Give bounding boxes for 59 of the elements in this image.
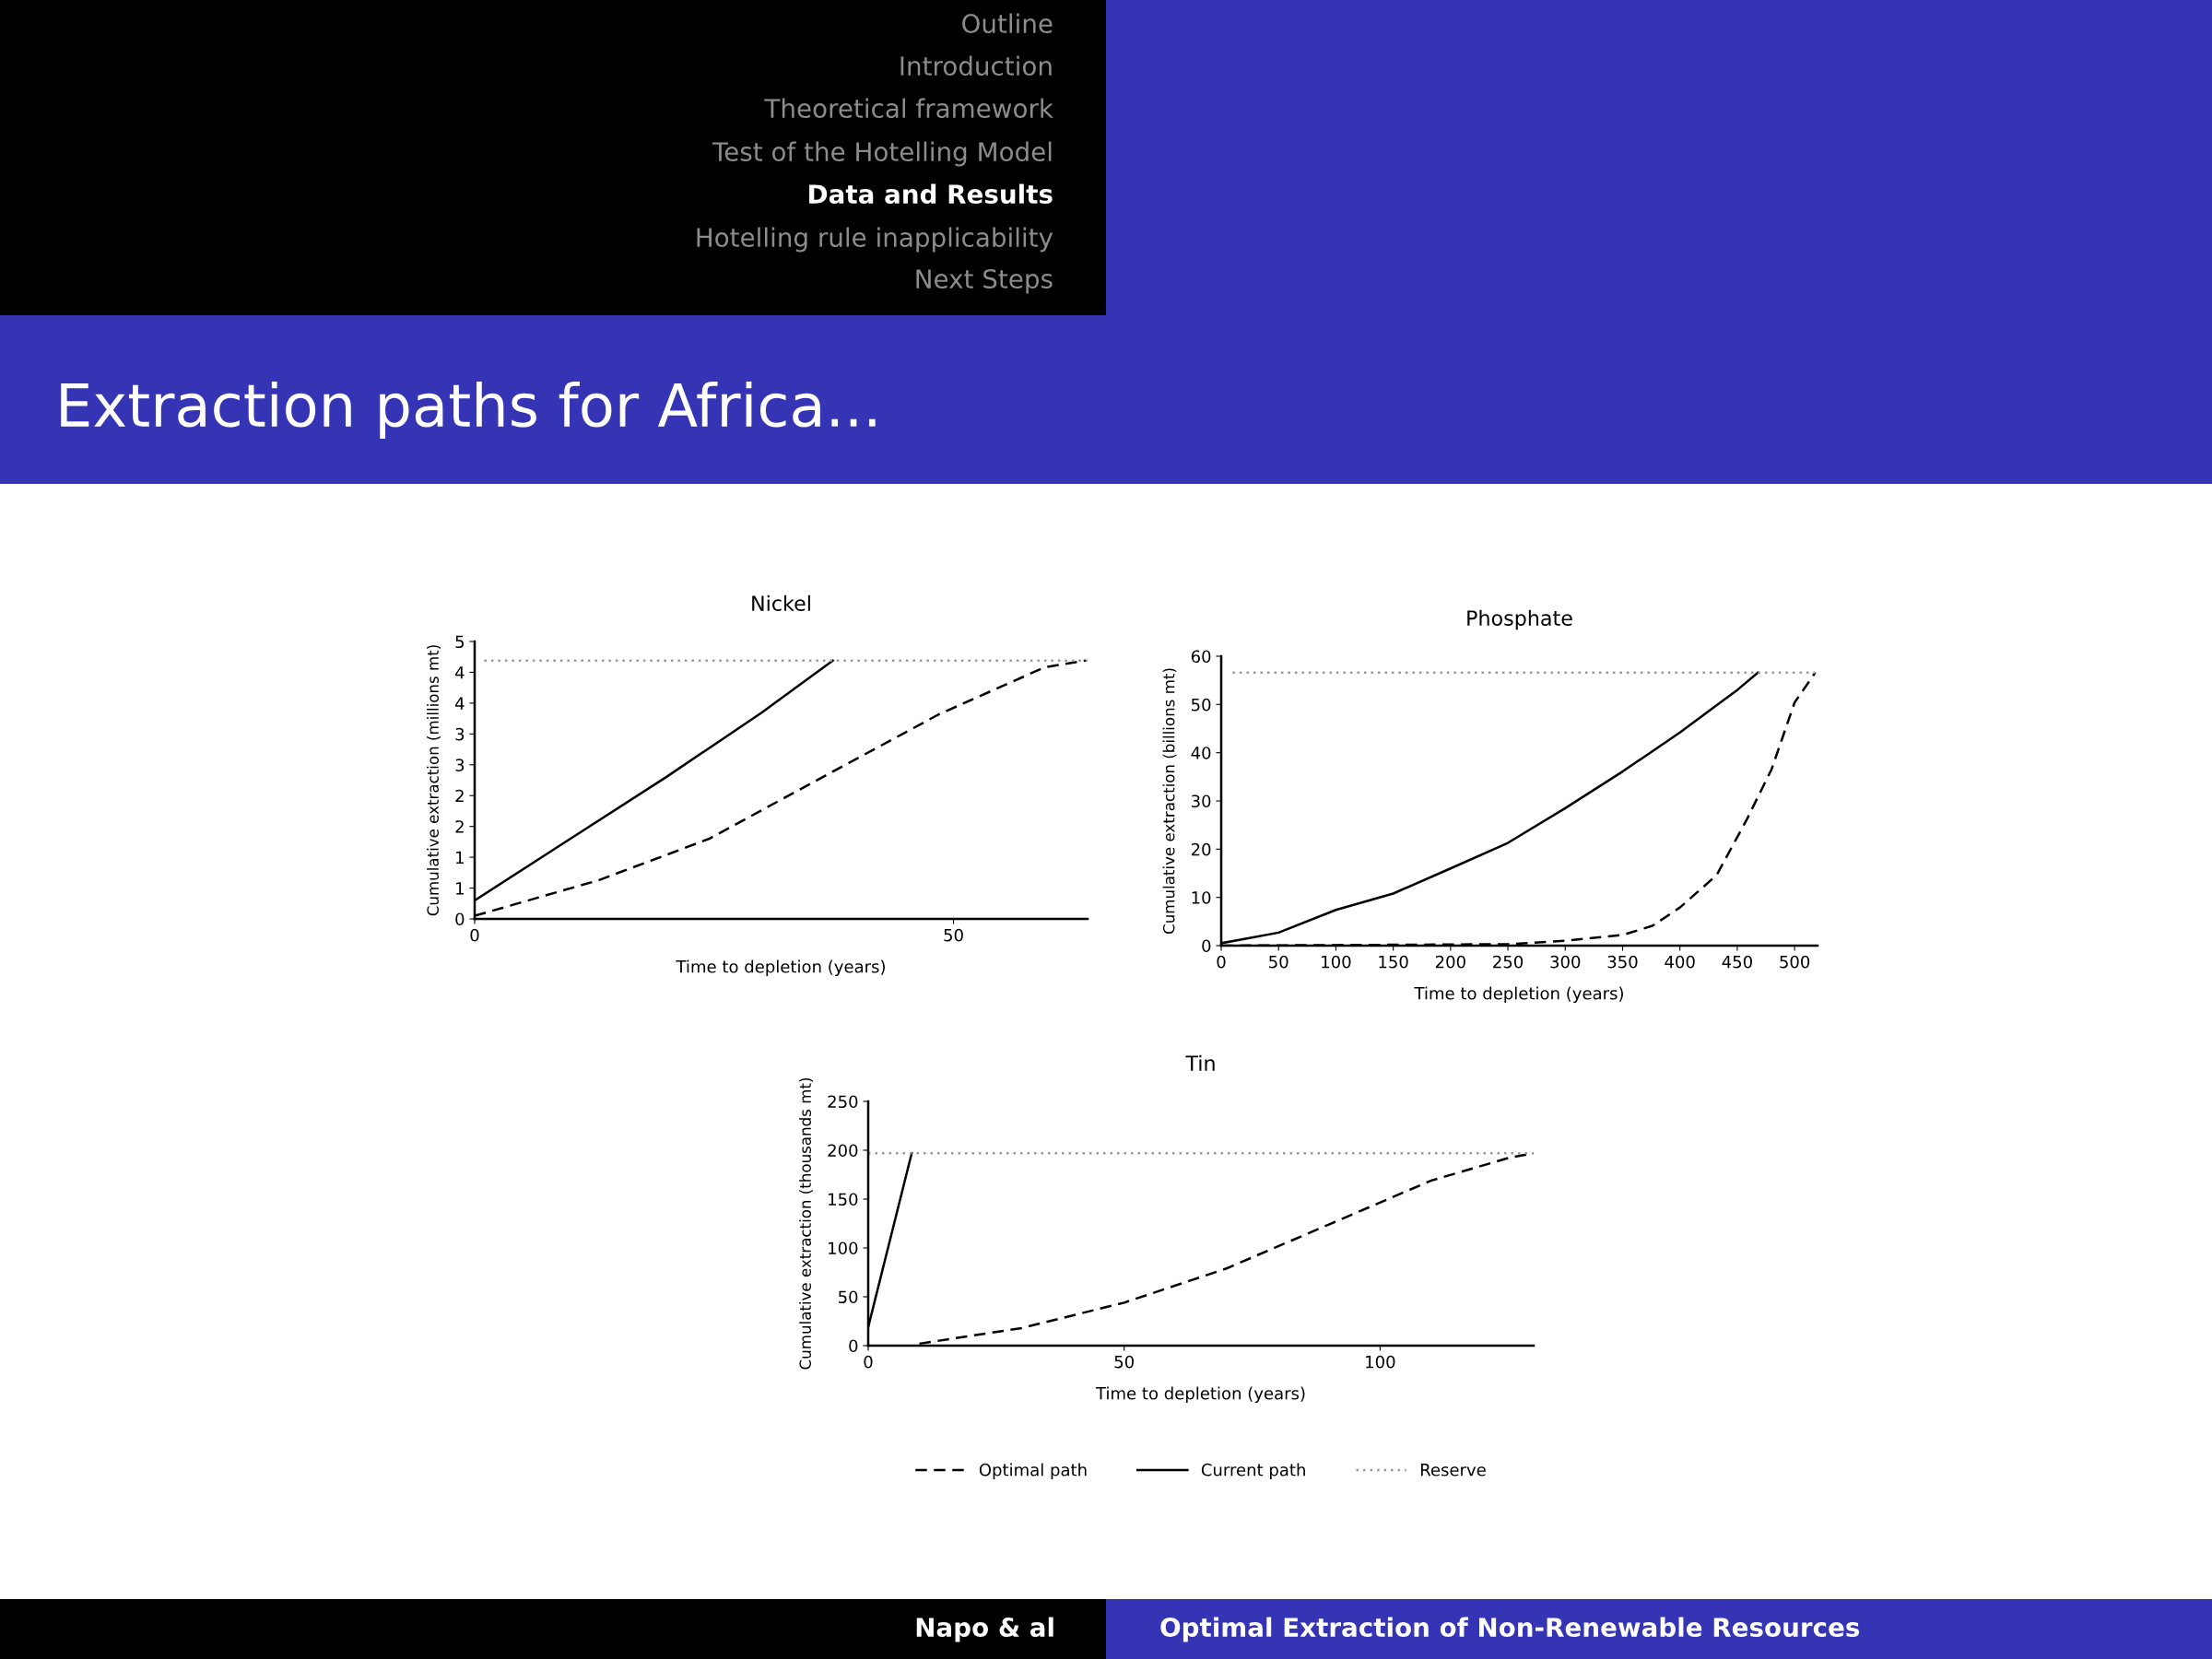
y-tick-label: 100 bbox=[829, 1241, 858, 1255]
x-tick-label: 50 bbox=[1269, 955, 1288, 969]
y-tick-label: 10 bbox=[1192, 891, 1211, 904]
y-tick-label: 3 bbox=[455, 759, 465, 771]
text: Data and Results bbox=[809, 183, 1053, 205]
x-tick-label: 0 bbox=[1217, 955, 1226, 969]
y-tick-label: 60 bbox=[1191, 650, 1211, 664]
x-tick-label: 400 bbox=[1665, 955, 1695, 969]
text: Introduction bbox=[900, 55, 1052, 76]
text: Hotelling rule inapplicability bbox=[697, 227, 1053, 253]
y-tick-label: 4 bbox=[454, 666, 465, 679]
y-axis-title: Cumulative extraction (millions mt) bbox=[427, 645, 441, 916]
x-tick-label: 0 bbox=[864, 1355, 873, 1369]
x-tick-label: 300 bbox=[1550, 955, 1581, 969]
x-tick-label: 450 bbox=[1722, 955, 1752, 969]
legend-label: Reserve bbox=[1420, 1464, 1486, 1477]
text: Test of the Hotelling Model bbox=[712, 141, 1052, 167]
x-tick-label: 100 bbox=[1366, 1355, 1395, 1369]
y-tick-label: 40 bbox=[1191, 747, 1211, 759]
text: Napo & al bbox=[916, 1617, 1053, 1642]
x-axis-title: Time to depletion (years) bbox=[1414, 986, 1623, 1004]
text: Next Steps bbox=[916, 269, 1053, 294]
x-tick-label: 150 bbox=[1379, 955, 1408, 969]
legend-label: Current path bbox=[1201, 1463, 1305, 1480]
legend-label: Optimal path bbox=[979, 1463, 1087, 1480]
y-tick-label: 0 bbox=[849, 1339, 858, 1353]
x-tick-label: 50 bbox=[1114, 1355, 1134, 1369]
y-tick-label: 0 bbox=[455, 912, 465, 926]
y-tick-label: 4 bbox=[454, 697, 465, 710]
text: Optimal Extraction of Non-Renewable Resources bbox=[1160, 1617, 1860, 1642]
chart-title: Nickel bbox=[752, 594, 810, 611]
x-axis-title: Time to depletion (years) bbox=[1095, 1386, 1305, 1404]
y-tick-label: 2 bbox=[455, 820, 464, 833]
chart-title: Phosphate bbox=[1467, 609, 1572, 630]
y-tick-label: 30 bbox=[1191, 794, 1211, 808]
chart-title: Tin bbox=[1185, 1054, 1215, 1071]
y-tick-label: 200 bbox=[828, 1144, 858, 1158]
x-tick-label: 200 bbox=[1435, 955, 1465, 969]
text: Theoretical framework bbox=[764, 98, 1053, 119]
x-tick-label: 350 bbox=[1607, 955, 1638, 969]
x-tick-label: 250 bbox=[1493, 955, 1524, 969]
x-tick-label: 500 bbox=[1780, 955, 1810, 969]
y-tick-label: 3 bbox=[455, 727, 465, 741]
x-axis-title: Time to depletion (years) bbox=[676, 959, 885, 977]
y-tick-label: 1 bbox=[456, 882, 464, 895]
y-tick-label: 0 bbox=[1202, 939, 1211, 953]
y-tick-label: 150 bbox=[829, 1193, 858, 1206]
y-tick-label: 250 bbox=[828, 1095, 858, 1109]
y-tick-label: 20 bbox=[1191, 842, 1211, 856]
y-tick-label: 50 bbox=[839, 1290, 858, 1304]
y-axis-title: Cumulative extraction (billions mt) bbox=[1162, 668, 1177, 934]
x-tick-label: 100 bbox=[1322, 955, 1351, 969]
y-tick-label: 5 bbox=[455, 635, 465, 649]
y-tick-label: 2 bbox=[455, 789, 464, 803]
text: Extraction paths for Africa... bbox=[61, 382, 876, 439]
y-axis-title: Cumulative extraction (thousands mt) bbox=[799, 1077, 813, 1370]
y-tick-label: 50 bbox=[1192, 698, 1211, 712]
y-tick-label: 1 bbox=[456, 851, 464, 864]
text: Outline bbox=[962, 13, 1053, 34]
